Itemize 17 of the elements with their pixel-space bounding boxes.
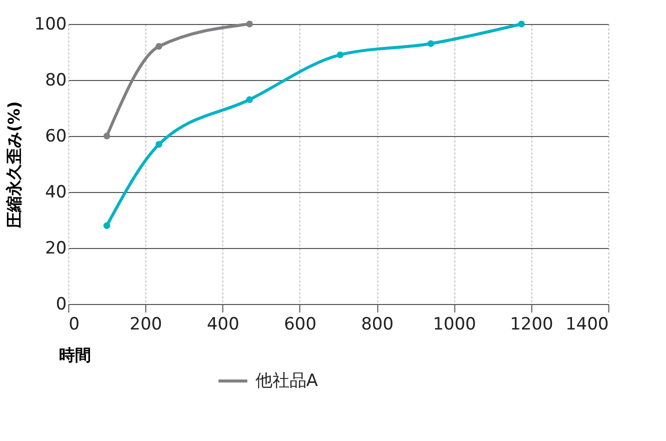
y-tick-label: 20 xyxy=(45,238,67,258)
x-tick-label: 400 xyxy=(206,314,240,334)
x-tick-label: 1400 xyxy=(565,314,609,334)
x-tick-label: 1200 xyxy=(510,314,554,334)
y-tick-label: 100 xyxy=(34,14,67,34)
x-axis-title: 時間 xyxy=(58,346,91,364)
y-tick-label: 60 xyxy=(45,126,67,146)
x-tick-label: 1000 xyxy=(432,314,476,334)
y-tick-label: 0 xyxy=(56,294,67,314)
y-tick-label: 40 xyxy=(45,182,67,202)
x-tick-label: 600 xyxy=(284,314,316,334)
legend-label: 他社品A xyxy=(255,371,318,391)
x-tick-label: 0 xyxy=(68,314,80,334)
y-tick-label: 80 xyxy=(45,70,67,90)
y-axis-title: 圧縮永久歪み(%) xyxy=(4,101,24,229)
x-tick-label: 200 xyxy=(130,314,162,334)
x-tick-label: 800 xyxy=(361,314,394,334)
